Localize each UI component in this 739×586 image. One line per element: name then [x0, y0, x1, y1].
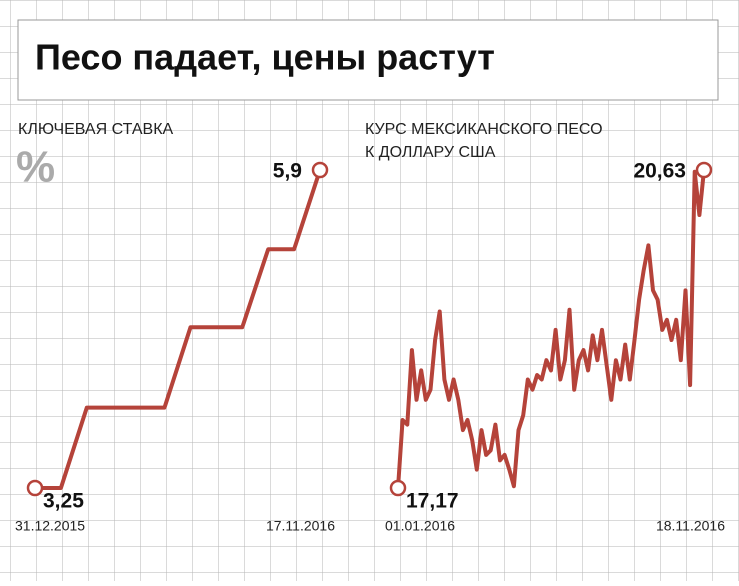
main-title: Песо падает, цены растут	[35, 37, 495, 78]
data-line	[396, 169, 706, 489]
end-marker	[311, 161, 329, 179]
chart-title: К ДОЛЛАРУ США	[365, 144, 496, 161]
x-tick-label: 01.01.2016	[385, 518, 455, 534]
chart-title: КУРС МЕКСИКАНСКОГО ПЕСО	[365, 121, 603, 138]
data-label: 17,17	[406, 490, 459, 513]
end-marker	[695, 161, 713, 179]
end-marker	[389, 479, 407, 497]
data-line	[35, 169, 322, 490]
end-marker	[26, 479, 44, 497]
title-box	[17, 19, 719, 101]
data-label: 3,25	[43, 490, 84, 513]
x-tick-label: 31.12.2015	[15, 518, 85, 534]
x-tick-label: 17.11.2016	[266, 518, 335, 534]
data-label: 5,9	[273, 160, 302, 183]
unit-label: %	[16, 143, 55, 192]
charts: КЛЮЧЕВАЯ СТАВКА% 31.12.2015 17.11.2016 3,25…	[15, 121, 725, 533]
x-tick-label: 18.11.2016	[656, 518, 725, 534]
data-label: 20,63	[633, 160, 686, 183]
chart-title: КЛЮЧЕВАЯ СТАВКА	[18, 121, 174, 138]
